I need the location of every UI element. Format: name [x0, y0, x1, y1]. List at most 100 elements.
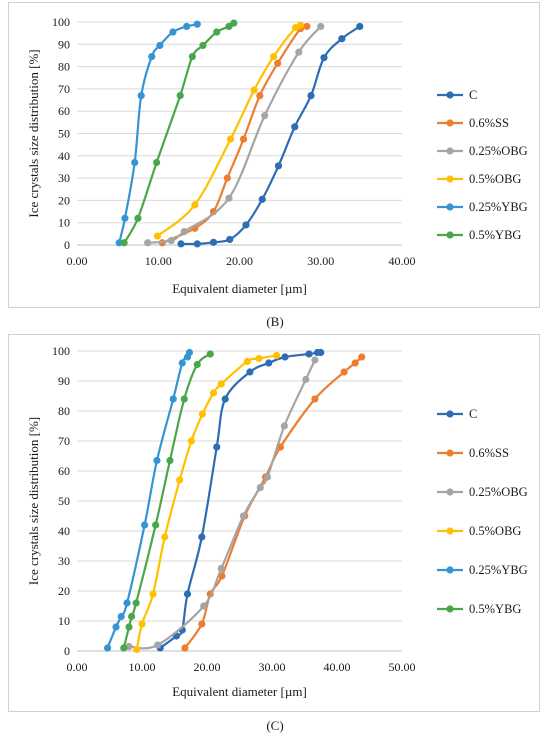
panel-c-y-tick-label: 20	[58, 584, 70, 598]
panel-c-series-0-25-ybg-point	[123, 599, 131, 607]
panel-c-legend-marker	[446, 410, 454, 418]
panel-c-legend-marker	[446, 566, 454, 574]
panel-b-series-c-point	[209, 238, 218, 246]
panel-b-series-0-25-ybg-point	[193, 20, 201, 28]
panel-b-legend-label: 0.5%YBG	[469, 228, 521, 242]
panel-b-series-0-5-ybg-point	[230, 19, 238, 27]
panel-c-y-tick-label: 90	[58, 374, 70, 388]
panel-c-legend-label: 0.5%OBG	[469, 524, 521, 538]
panel-b-x-tick-label: 30.00	[307, 254, 334, 268]
panel-c-legend-marker	[446, 605, 454, 613]
panel-c-series-0-5-ybg-point	[180, 395, 188, 403]
chart-panel-c	[8, 334, 540, 712]
panel-c-series-c-point	[246, 368, 254, 376]
panel-c-series-c-point	[221, 395, 229, 403]
panel-b-series-0-25-ybg-point	[156, 41, 164, 50]
panel-b-y-tick-label: 90	[58, 37, 70, 51]
panel-b-y-tick-label: 60	[58, 104, 70, 118]
panel-c-y-tick-label: 0	[64, 644, 70, 658]
panel-c-series-0-6-ss-point	[340, 368, 348, 376]
panel-c-x-tick-label: 40.00	[324, 660, 351, 674]
panel-c-series-0-25-obg-point	[302, 375, 310, 384]
panel-c-series-c-point	[281, 353, 289, 361]
panel-b-y-tick-label: 50	[58, 127, 70, 141]
panel-b-series-0-25-obg-point	[144, 239, 152, 247]
panel-c-series-0-5-obg-point	[217, 380, 225, 388]
panel-c-series-0-25-ybg-point	[178, 359, 186, 367]
panel-b-legend-label: C	[469, 88, 477, 102]
panel-c-legend-label: 0.25%YBG	[469, 563, 528, 577]
panel-c-series-0-5-ybg-point	[166, 456, 174, 465]
panel-c-series-0-25-obg-point	[311, 356, 319, 364]
panel-b-series-c-point	[320, 54, 328, 62]
panel-b-series-c-point	[258, 195, 266, 203]
panel-b-series-0-25-ybg-point	[169, 28, 177, 36]
panel-b-series-c-point	[226, 235, 234, 244]
panel-c-series-0-5-ybg-point	[125, 623, 133, 631]
panel-b-y-tick-label: 30	[58, 171, 70, 185]
panel-b-y-tick-label: 0	[64, 238, 70, 252]
panel-b-series-0-5-obg-point	[191, 201, 199, 209]
panel-b-legend-marker	[446, 91, 454, 99]
panel-c-series-0-25-ybg-point	[141, 521, 149, 529]
panel-b-y-tick-label: 70	[58, 82, 70, 96]
panel-c-series-0-5-ybg-point	[120, 644, 128, 652]
panel-b-y-tick-label: 20	[58, 193, 70, 207]
panel-b-series-0-25-obg-point	[317, 22, 325, 31]
panel-c-y-tick-label: 30	[58, 554, 70, 568]
panel-b-legend-marker	[446, 147, 454, 155]
panel-b-series-0-5-obg-point	[296, 21, 305, 29]
panel-c-series-0-5-ybg-point	[132, 599, 140, 607]
panel-c-y-tick-label: 70	[58, 434, 70, 448]
panel-b-y-tick-label: 40	[58, 149, 70, 163]
panel-c-series-c-point	[213, 443, 221, 451]
panel-c-x-tick-label: 50.00	[389, 660, 416, 674]
panel-b-legend-marker	[446, 203, 454, 211]
panel-c-y-tick-label: 10	[58, 614, 70, 628]
panel-c-series-0-5-obg-point	[176, 476, 184, 484]
panel-b-series-0-5-ybg-point	[188, 52, 196, 61]
panel-c-series-0-5-ybg-point	[152, 521, 160, 529]
panel-b-series-0-5-obg-point	[226, 135, 235, 143]
panel-b-series-c-point	[177, 240, 185, 248]
panel-b-series-0-25-ybg-point	[131, 158, 139, 167]
panel-b-y-tick-label: 10	[58, 216, 70, 230]
panel-c-series-0-25-obg-point	[217, 564, 225, 573]
panel-c-legend-label: 0.6%SS	[469, 446, 509, 460]
panel-c-series-0-6-ss-point	[351, 359, 359, 367]
panel-c-series-0-25-ybg-point	[153, 456, 161, 465]
panel-b-series-0-5-obg-point	[153, 232, 162, 240]
panel-c-series-0-25-ybg-point	[169, 395, 177, 403]
panel-c-series-0-25-ybg-line	[106, 352, 191, 649]
panel-c-series-0-5-obg-point	[272, 351, 281, 360]
panel-c-series-0-5-obg-point	[187, 437, 195, 445]
panel-c-series-0-25-ybg-point	[103, 644, 112, 652]
panel-c-series-c-point	[317, 348, 325, 357]
panel-c-y-tick-label: 40	[58, 524, 70, 538]
panel-b-series-0-5-ybg-point	[176, 91, 184, 100]
panel-c-series-0-6-ss-line	[184, 356, 363, 649]
panel-c-series-0-5-ybg-point	[128, 612, 136, 621]
panel-c-x-tick-label: 30.00	[259, 660, 286, 674]
panel-b-legend-label: 0.5%OBG	[469, 172, 521, 186]
panel-b-series-0-6-ss-line	[161, 24, 308, 244]
panel-c-series-0-5-obg-point	[161, 533, 169, 541]
panel-b-series-c-line	[180, 25, 361, 246]
panel-b-series-c-point	[338, 35, 346, 43]
panel-b-series-0-25-obg-point	[261, 112, 269, 120]
panel-b-series-0-25-ybg-point	[121, 214, 129, 222]
panel-c-series-c-point	[183, 590, 192, 598]
panel-c-series-0-5-obg-point	[133, 645, 141, 654]
panel-c-series-0-5-obg-point	[138, 620, 146, 628]
panel-b-legend-label: 0.25%YBG	[469, 200, 528, 214]
panel-c-legend-marker	[446, 527, 454, 535]
panel-c-series-0-5-obg-point	[209, 389, 218, 397]
panel-b-legend-marker	[446, 175, 454, 183]
panel-b-series-c-point	[356, 22, 364, 31]
panel-c-series-0-25-obg-point	[280, 422, 288, 430]
panel-c-series-c-point	[305, 350, 313, 358]
panel-b-y-tick-label: 100	[52, 15, 70, 29]
panel-b-series-0-6-ss-point	[223, 174, 231, 182]
panel-b-series-0-6-ss-point	[274, 59, 282, 67]
